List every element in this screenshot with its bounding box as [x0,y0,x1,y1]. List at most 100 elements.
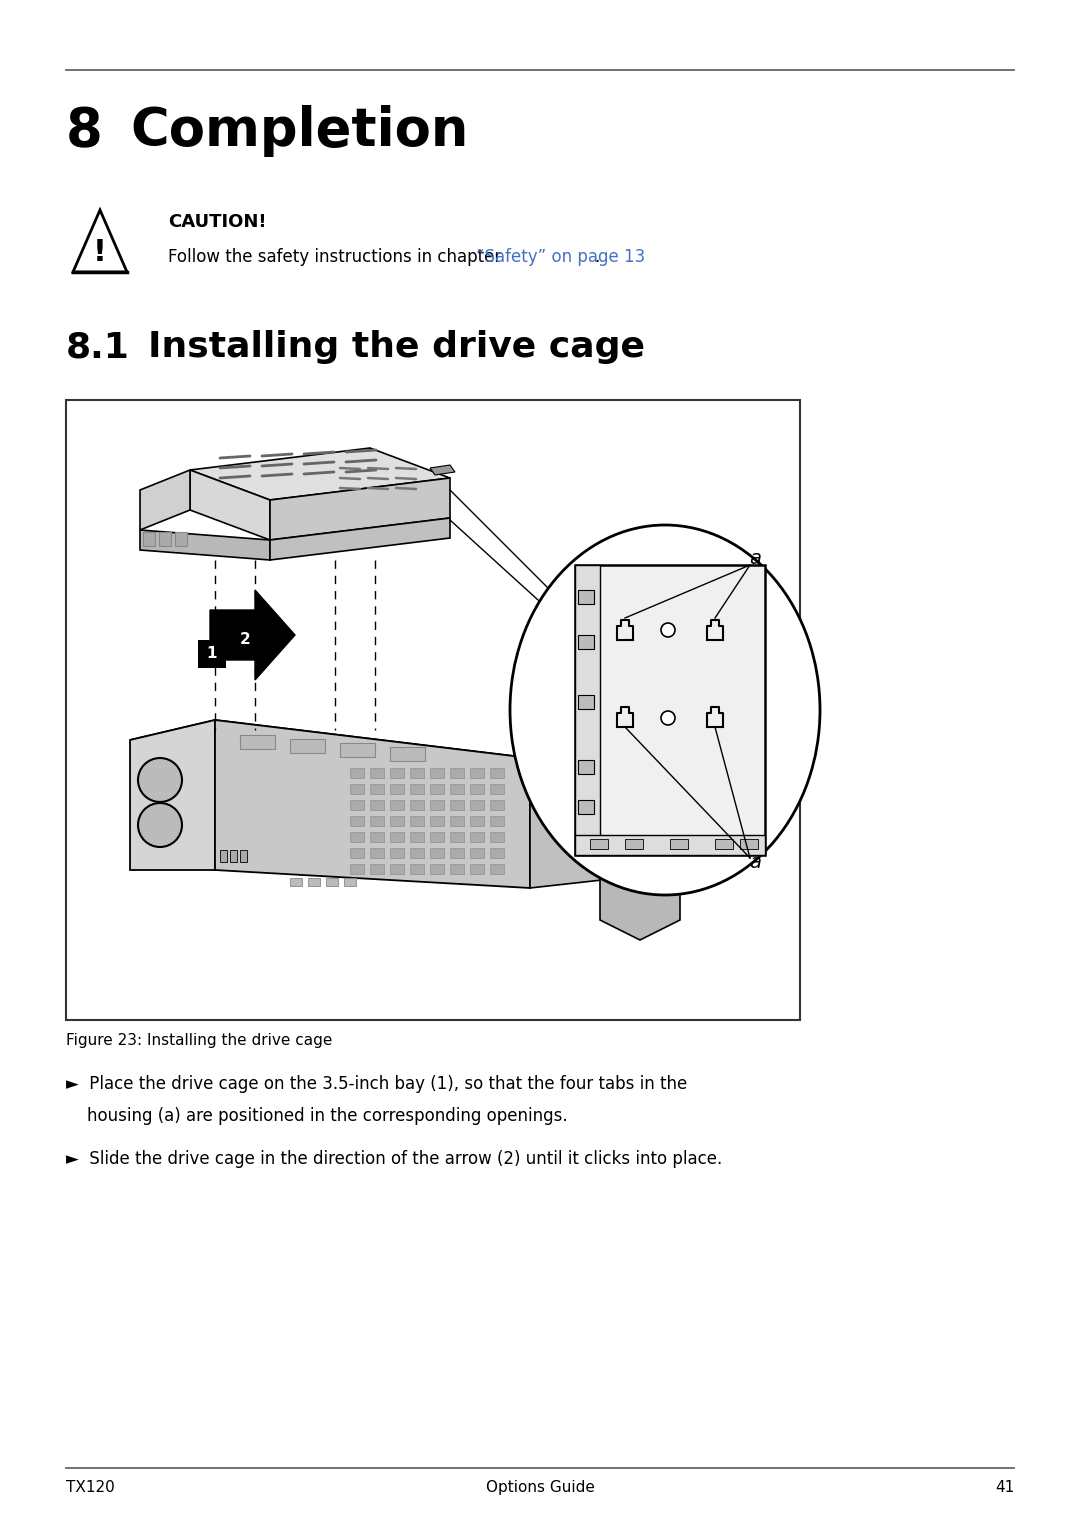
Text: .: . [594,249,599,266]
Polygon shape [190,470,270,540]
FancyBboxPatch shape [370,768,384,778]
FancyBboxPatch shape [578,635,594,649]
FancyBboxPatch shape [490,816,504,826]
Circle shape [661,711,675,725]
Text: a: a [750,548,761,568]
Text: housing (a) are positioned in the corresponding openings.: housing (a) are positioned in the corres… [66,1106,568,1125]
Text: 8.1: 8.1 [66,330,130,365]
FancyBboxPatch shape [430,864,444,874]
Polygon shape [140,530,270,560]
FancyBboxPatch shape [410,816,424,826]
FancyBboxPatch shape [430,768,444,778]
FancyBboxPatch shape [470,816,484,826]
FancyBboxPatch shape [390,832,404,842]
FancyBboxPatch shape [430,848,444,858]
FancyBboxPatch shape [450,832,464,842]
FancyBboxPatch shape [350,768,364,778]
FancyBboxPatch shape [390,768,404,778]
Text: 2: 2 [240,632,251,647]
Polygon shape [130,720,215,870]
FancyBboxPatch shape [575,835,765,855]
Text: CAUTION!: CAUTION! [168,214,267,230]
FancyBboxPatch shape [198,639,226,668]
FancyBboxPatch shape [230,850,237,862]
FancyBboxPatch shape [410,832,424,842]
FancyBboxPatch shape [575,565,765,855]
FancyBboxPatch shape [625,839,643,848]
FancyBboxPatch shape [715,839,733,848]
FancyBboxPatch shape [410,800,424,810]
Text: “Safety” on page 13: “Safety” on page 13 [476,249,645,266]
Text: Figure 23: Installing the drive cage: Figure 23: Installing the drive cage [66,1033,333,1048]
Polygon shape [210,591,295,681]
FancyBboxPatch shape [490,800,504,810]
FancyBboxPatch shape [390,848,404,858]
FancyBboxPatch shape [370,816,384,826]
FancyBboxPatch shape [410,848,424,858]
FancyBboxPatch shape [390,816,404,826]
FancyBboxPatch shape [578,694,594,710]
Text: Installing the drive cage: Installing the drive cage [148,330,645,365]
FancyBboxPatch shape [350,832,364,842]
Text: 41: 41 [995,1480,1014,1495]
FancyBboxPatch shape [159,533,171,546]
FancyBboxPatch shape [430,784,444,794]
Polygon shape [140,470,190,530]
FancyBboxPatch shape [578,800,594,813]
FancyBboxPatch shape [220,850,227,862]
FancyBboxPatch shape [350,864,364,874]
FancyBboxPatch shape [143,533,156,546]
FancyBboxPatch shape [390,864,404,874]
FancyBboxPatch shape [490,864,504,874]
FancyBboxPatch shape [291,739,325,752]
FancyBboxPatch shape [470,768,484,778]
FancyBboxPatch shape [470,848,484,858]
FancyBboxPatch shape [410,784,424,794]
FancyBboxPatch shape [490,848,504,858]
Circle shape [661,623,675,636]
FancyBboxPatch shape [340,743,375,757]
Text: !: ! [93,238,107,267]
FancyBboxPatch shape [308,877,320,887]
FancyBboxPatch shape [240,736,275,749]
FancyBboxPatch shape [740,839,758,848]
FancyBboxPatch shape [350,816,364,826]
FancyBboxPatch shape [370,848,384,858]
FancyBboxPatch shape [410,768,424,778]
FancyBboxPatch shape [490,832,504,842]
FancyBboxPatch shape [390,800,404,810]
FancyBboxPatch shape [410,864,424,874]
FancyBboxPatch shape [430,832,444,842]
Polygon shape [430,465,455,475]
Polygon shape [270,478,450,540]
FancyBboxPatch shape [590,839,608,848]
FancyBboxPatch shape [66,400,800,1019]
Ellipse shape [510,525,820,896]
Text: 1: 1 [206,647,217,661]
FancyBboxPatch shape [578,760,594,774]
FancyBboxPatch shape [450,848,464,858]
FancyBboxPatch shape [345,877,356,887]
FancyBboxPatch shape [450,864,464,874]
Text: ►  Place the drive cage on the 3.5-inch bay (1), so that the four tabs in the: ► Place the drive cage on the 3.5-inch b… [66,1074,687,1093]
FancyBboxPatch shape [350,784,364,794]
FancyBboxPatch shape [575,565,600,855]
Circle shape [138,803,183,847]
FancyBboxPatch shape [430,800,444,810]
FancyBboxPatch shape [470,784,484,794]
Text: Completion: Completion [130,105,469,157]
Text: TX120: TX120 [66,1480,114,1495]
Polygon shape [215,720,530,888]
FancyBboxPatch shape [291,877,302,887]
Text: Follow the safety instructions in chapter: Follow the safety instructions in chapte… [168,249,507,266]
Text: a: a [750,853,761,871]
Polygon shape [270,517,450,560]
FancyBboxPatch shape [450,816,464,826]
FancyBboxPatch shape [175,533,187,546]
FancyBboxPatch shape [430,816,444,826]
Polygon shape [190,449,450,501]
FancyBboxPatch shape [390,784,404,794]
FancyBboxPatch shape [390,748,426,761]
FancyBboxPatch shape [670,839,688,848]
Text: Options Guide: Options Guide [486,1480,594,1495]
